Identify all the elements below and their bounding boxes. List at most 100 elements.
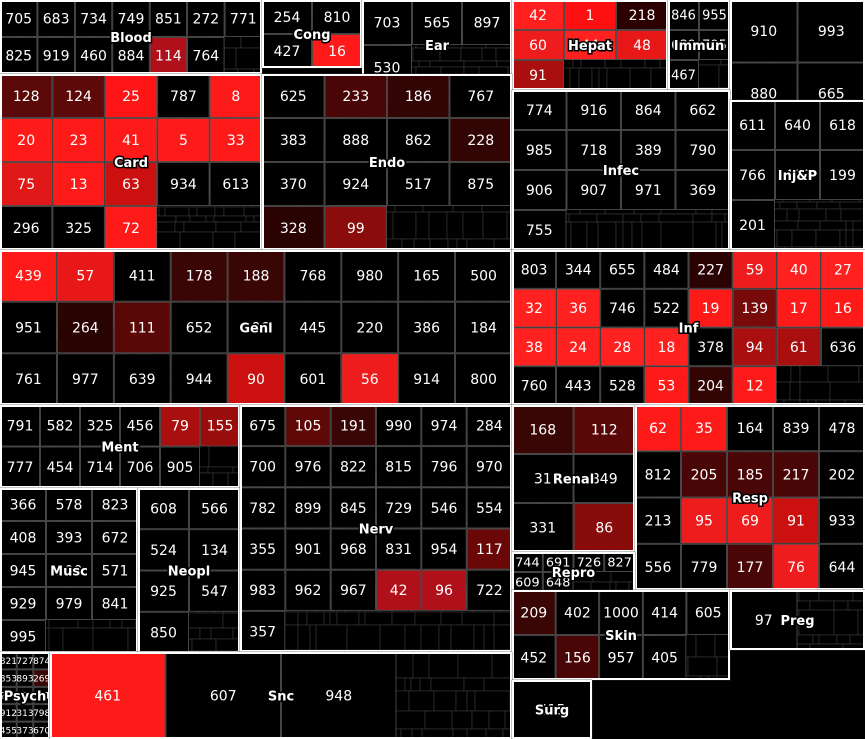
treemap-cell [187,0,225,37]
cell-value-label: 850 [150,625,177,641]
treemap-cell [170,250,228,302]
cell-value-label: 613 [222,177,249,193]
cell-value-label: 607 [210,688,237,704]
cell-value-label: 524 [150,543,177,559]
group-label: Nerv [359,523,394,538]
mesh-cell [450,624,475,651]
cell-value-label: 945 [10,563,37,579]
cell-value-label: 134 [201,543,228,559]
mesh-cell [243,206,263,217]
mesh-cell [622,221,633,250]
mesh-cell [428,651,459,679]
treemap-cell [668,0,699,30]
mesh-cell [460,47,483,62]
mesh-cell [598,67,608,90]
mesh-cell [819,220,847,231]
mesh-cell [438,624,452,651]
cell-value-label: 934 [170,177,197,193]
cell-value-label: 325 [65,221,92,237]
treemap-cell [621,170,676,210]
mesh-cell [629,67,652,90]
treemap-cell [113,353,171,405]
cell-value-label: 5 [179,133,188,149]
cell-value-label: 402 [564,605,591,621]
mesh-cell [419,677,432,692]
cell-value-label: 686 [243,320,270,336]
group-label: Hepat [568,39,612,54]
cell-value-label: 683 [43,11,70,27]
cell-value-label: 445 [300,320,327,336]
cell-value-label: 608 [150,502,177,518]
cell-value-label: 528 [609,379,636,395]
cell-value-label: 36 [569,301,587,317]
mesh-cell [495,47,513,62]
cell-value-label: 554 [476,501,503,517]
treemap-cell [262,0,312,34]
cell-value-label: 369 [689,183,716,199]
cell-value-label: 452 [520,650,547,666]
group-border [668,0,730,90]
cell-value-label: 117 [476,542,503,558]
cell-value-label: 217 [783,467,810,483]
cell-value-label: 766 [739,168,766,184]
treemap-cell [52,162,105,206]
mesh-cell [199,627,212,640]
mesh-cell [791,229,817,248]
treemap-cell [730,200,775,250]
cell-value-label: 700 [249,460,276,476]
mesh-cell [836,634,851,645]
cell-value-label: 948 [325,688,352,704]
cell-value-label: 971 [635,183,662,199]
mesh-cell [771,220,799,231]
cell-value-label: 795 [702,39,727,54]
cell-value-label: 565 [424,15,451,31]
group-label: Blood [110,31,152,46]
treemap-cell [449,74,512,118]
cell-value-label: 821 [0,657,17,667]
cell-value-label: 393 [56,530,83,546]
treemap-cell [284,301,342,354]
cell-value-label: 618 [829,118,856,134]
cell-value-label: 213 [645,514,672,530]
cell-value-label: 156 [564,650,591,666]
cell-value-label: 582 [47,419,74,435]
mesh-cell [650,67,669,90]
treemap-cell [312,34,362,68]
mesh-cell [715,221,723,250]
mesh-cell [392,211,417,240]
cell-value-label: 370 [280,177,307,193]
treemap-cell [566,130,621,170]
cell-value-label: 461 [94,688,121,704]
cell-value-label: 188 [243,269,270,285]
treemap-cell [0,118,53,162]
treemap-cell [0,301,57,354]
treemap-cell [621,90,676,130]
group-label: Ment [101,441,138,456]
cell-value-label: 718 [580,143,607,159]
treemap-cell [187,37,225,74]
cell-value-label: 547 [201,584,228,600]
cell-value-label: 414 [651,605,678,621]
treemap-cell [341,301,399,354]
mesh-cell [187,612,224,629]
cell-value-label: 897 [474,15,501,31]
mesh-cell [658,213,694,223]
cell-value-label: 405 [651,650,678,666]
cell-value-label: 791 [7,419,34,435]
group-label: Repro [552,566,596,581]
mesh-cell [483,624,495,651]
group-border [262,0,362,68]
treemap-cell [730,0,798,63]
cell-value-label: 17 [790,301,808,317]
cell-value-label: 41 [122,133,140,149]
cell-value-label: 62 [649,421,667,437]
cell-value-label: 522 [653,301,680,317]
cell-value-label: 910 [750,24,777,40]
treemap-cell [820,150,865,200]
cell-value-label: 853 [0,674,17,684]
treemap-cell [37,0,75,37]
mesh-cell [463,60,498,68]
mesh-cell [235,47,263,70]
cell-value-label: 951 [15,320,42,336]
